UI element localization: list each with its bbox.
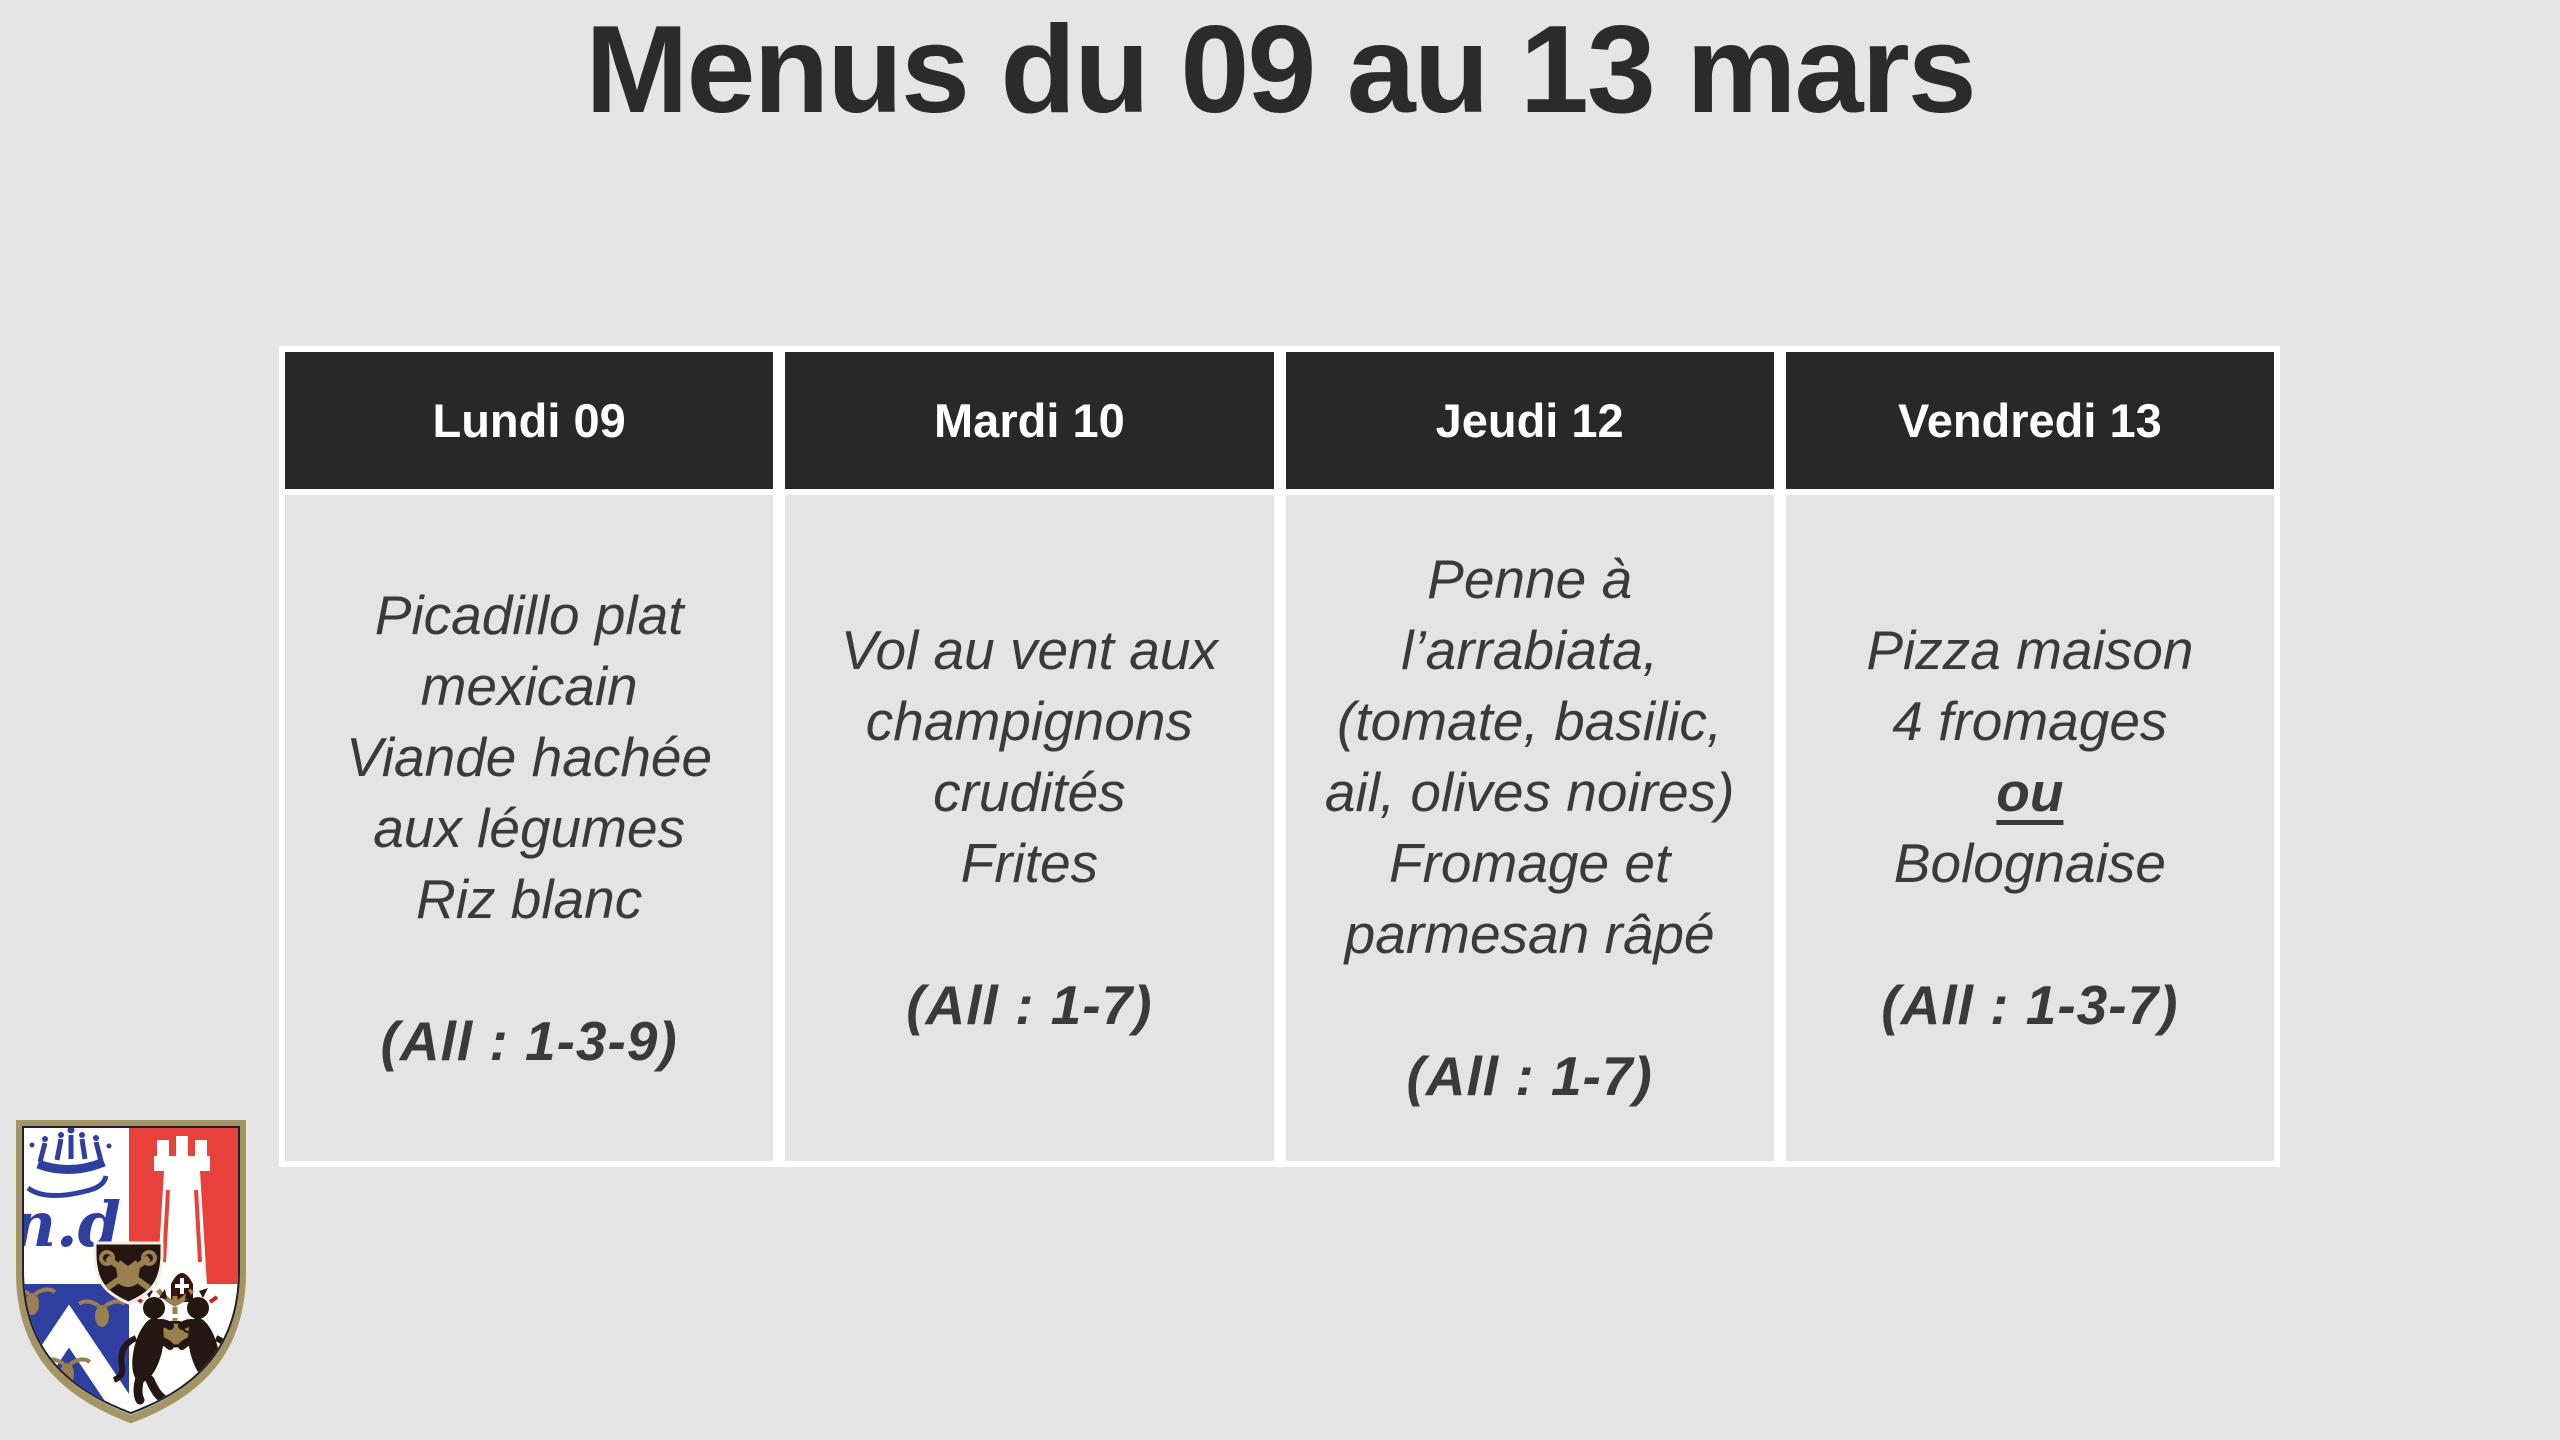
menu-item-line: parmesan râpé [1344, 903, 1715, 965]
menu-item-line: Pizza maison [1866, 619, 2194, 681]
menu-item-line: Viande hachée [346, 725, 713, 788]
menu-item-line: mexicain [420, 654, 638, 717]
menu-day-column: Jeudi 12 Penne à l’arrabiata, (tomate, bas… [1285, 352, 1774, 1161]
menu-item-line: Vol au vent aux [840, 619, 1218, 681]
crest-center-shield [93, 1241, 164, 1305]
day-menu-cell-2: Vol au vent aux champignons crudités Frites… [785, 495, 1274, 1161]
menu-day-column: Vendredi 13 Pizza maison 4 fromages ou Bolo… [1785, 352, 2274, 1161]
menu-item-line: Bolognaise [1893, 832, 2166, 894]
allergen-info: (All : 1-7) [906, 974, 1153, 1036]
center-crown [116, 1260, 140, 1287]
allergen-info: (All : 1-3-9) [380, 1009, 678, 1072]
menu-item-line: 4 fromages [1892, 690, 2168, 752]
allergen-info: (All : 1-3-7) [1881, 974, 2179, 1036]
menu-item-line: l’arrabiata, [1401, 619, 1659, 681]
page-title: Menus du 09 au 13 mars [585, 1, 1976, 139]
menu-item-line: ail, olives noires) [1324, 761, 1735, 823]
day-menu-cell-3: Penne à l’arrabiata, (tomate, basilic, ail,… [1285, 495, 1774, 1161]
menu-item-line: crudités [933, 761, 1126, 823]
menu-or-divider: ou [1996, 761, 2064, 823]
day-header-4: Vendredi 13 [1785, 352, 2274, 489]
menu-item-line: Frites [960, 832, 1099, 894]
menu-item-line: Fromage et [1389, 832, 1671, 894]
menu-table: Lundi 09 Picadillo plat mexicain Viande ha… [279, 346, 2280, 1167]
menu-day-column: Lundi 09 Picadillo plat mexicain Viande ha… [285, 352, 774, 1161]
menu-item-line: (tomate, basilic, [1337, 690, 1723, 752]
menu-day-column: Mardi 10 Vol au vent aux champignons crudi… [785, 352, 1274, 1161]
menu-item-line: champignons [865, 690, 1193, 752]
menu-item-line: Penne à [1427, 548, 1633, 610]
menu-item-line: Riz blanc [416, 867, 643, 930]
day-menu-cell-1: Picadillo plat mexicain Viande hachée aux l… [285, 495, 774, 1161]
menu-item-line: Picadillo plat [374, 583, 684, 646]
day-header-2: Mardi 10 [785, 352, 1274, 489]
allergen-info: (All : 1-7) [1406, 1045, 1653, 1107]
day-header-3: Jeudi 12 [1285, 352, 1774, 489]
day-menu-cell-4: Pizza maison 4 fromages ou Bolognaise (All :… [1785, 495, 2274, 1161]
school-crest-logo: n.d [16, 1120, 246, 1424]
crown-icon [26, 1128, 112, 1199]
menu-item-line: aux légumes [373, 796, 686, 859]
day-header-1: Lundi 09 [285, 352, 774, 489]
